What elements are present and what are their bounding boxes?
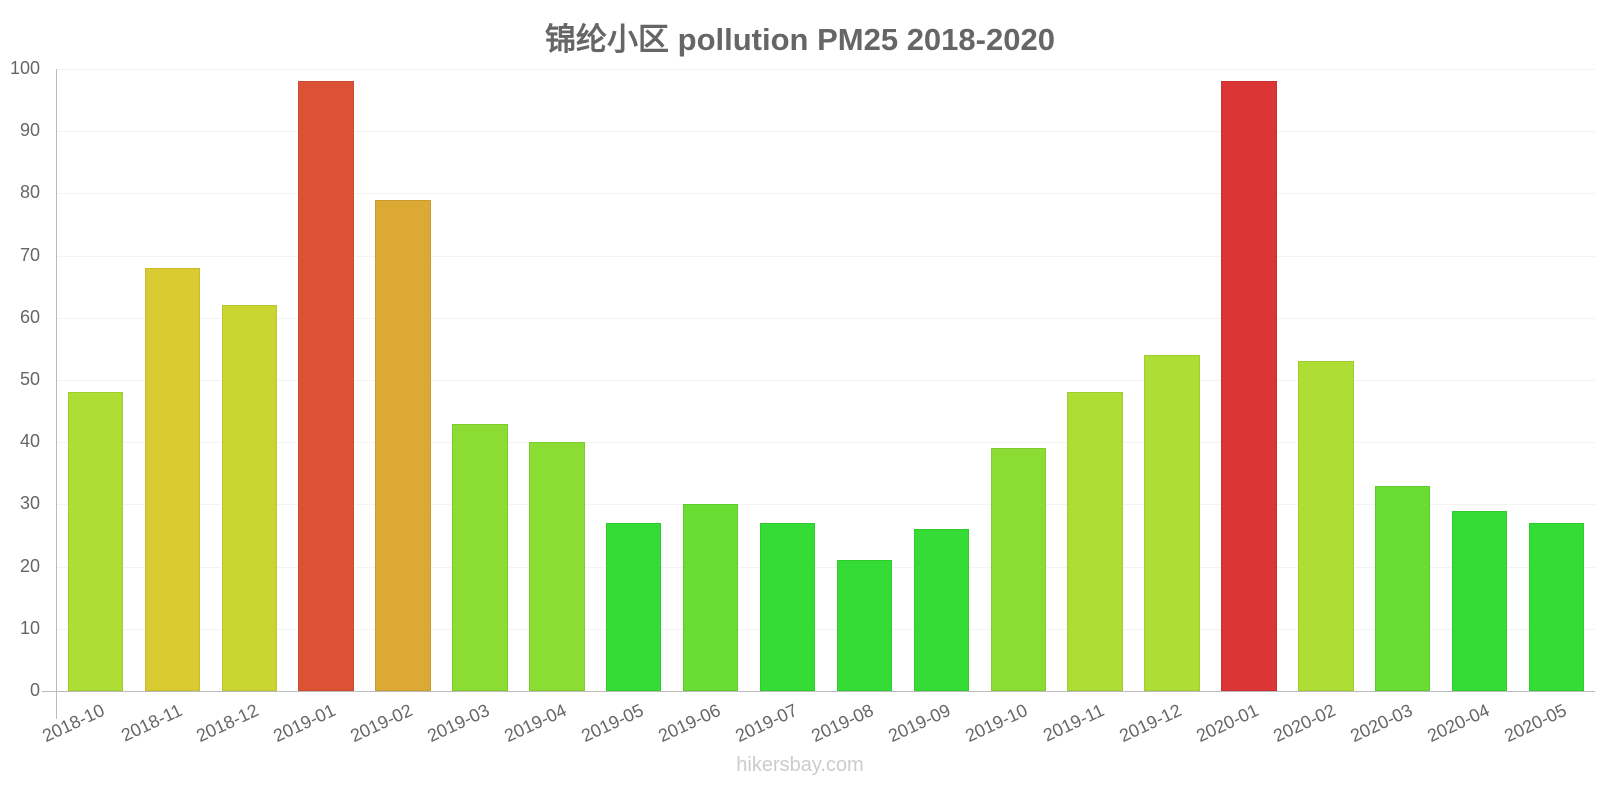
- bar-2020-04[interactable]: [1451, 510, 1508, 691]
- bar-2019-07[interactable]: [759, 523, 816, 691]
- x-tick-label: 2020-05: [1500, 700, 1570, 747]
- y-tick-label: 30: [19, 493, 40, 514]
- x-tick-label: 2018-12: [193, 700, 262, 747]
- x-axis-line: [42, 691, 1595, 692]
- grid-line: [57, 628, 1595, 630]
- bar-2020-05[interactable]: [1528, 523, 1585, 691]
- y-tick-label: 60: [19, 306, 40, 327]
- grid-line: [57, 69, 1595, 70]
- bar-2019-04[interactable]: [529, 442, 585, 691]
- x-tick-label: 2018-11: [117, 700, 185, 746]
- x-tick-label: 2019-11: [1040, 700, 1108, 746]
- x-tick-label: 2020-02: [1269, 700, 1339, 747]
- bar-2018-10[interactable]: [67, 392, 124, 691]
- y-tick-label: 20: [19, 555, 40, 576]
- y-tick-label: 80: [19, 182, 40, 203]
- bar-2019-06[interactable]: [682, 504, 739, 691]
- x-tick-label: 2019-06: [654, 700, 724, 747]
- x-tick-label: 2019-10: [962, 700, 1031, 747]
- y-tick-label: 10: [19, 617, 40, 638]
- bar-2019-02[interactable]: [375, 199, 431, 691]
- y-tick-label: 90: [19, 120, 40, 141]
- x-tick-label: 2019-05: [577, 700, 647, 747]
- bar-2019-03[interactable]: [452, 423, 508, 691]
- y-tick-label: 70: [19, 244, 40, 265]
- grid-line: [57, 442, 1595, 444]
- x-tick-label: 2019-12: [1116, 700, 1185, 747]
- grid-line: [57, 504, 1595, 506]
- y-tick-label: 0: [29, 680, 40, 700]
- bar-2019-08[interactable]: [836, 560, 893, 691]
- bar-2019-05[interactable]: [606, 523, 662, 691]
- credit-text[interactable]: hikersbay.com: [736, 754, 864, 776]
- y-axis-line: [56, 69, 57, 719]
- grid-line: [57, 193, 1595, 195]
- chart-title: 锦纶小区 pollution PM25 2018-2020: [545, 22, 1055, 57]
- bar-2019-11[interactable]: [1067, 392, 1123, 691]
- x-tick-label: 2019-01: [270, 700, 339, 747]
- grid-line: [57, 566, 1595, 568]
- bar-2019-12[interactable]: [1144, 355, 1200, 691]
- bar-2019-09[interactable]: [913, 529, 970, 691]
- x-tick-label: 2020-01: [1193, 700, 1262, 747]
- y-tick-label: 50: [19, 369, 40, 389]
- x-tick-label: 2020-04: [1423, 700, 1493, 747]
- x-tick-label: 2019-08: [808, 700, 877, 747]
- x-tick-label: 2018-10: [39, 700, 108, 747]
- x-tick-label: 2019-03: [424, 700, 493, 747]
- grid-line: [57, 131, 1595, 133]
- bar-2018-12[interactable]: [221, 305, 277, 691]
- x-tick-label: 2019-02: [347, 700, 416, 747]
- x-tick-label: 2020-03: [1346, 700, 1416, 747]
- x-tick-label: 2019-09: [885, 700, 954, 747]
- bar-2019-10[interactable]: [990, 448, 1046, 691]
- bar-2019-01[interactable]: [298, 81, 354, 691]
- bar-2018-11[interactable]: [144, 268, 201, 691]
- x-tick-label: 2019-07: [731, 700, 801, 747]
- grid-line: [57, 317, 1595, 319]
- bar-2020-02[interactable]: [1298, 361, 1354, 691]
- x-tick-label: 2019-04: [500, 700, 570, 747]
- bar-2020-03[interactable]: [1375, 485, 1431, 691]
- grid-line: [57, 255, 1595, 257]
- y-tick-label: 40: [19, 431, 40, 452]
- grid-line: [57, 380, 1595, 381]
- bar-2020-01[interactable]: [1221, 81, 1277, 691]
- y-tick-label: 100: [9, 58, 40, 78]
